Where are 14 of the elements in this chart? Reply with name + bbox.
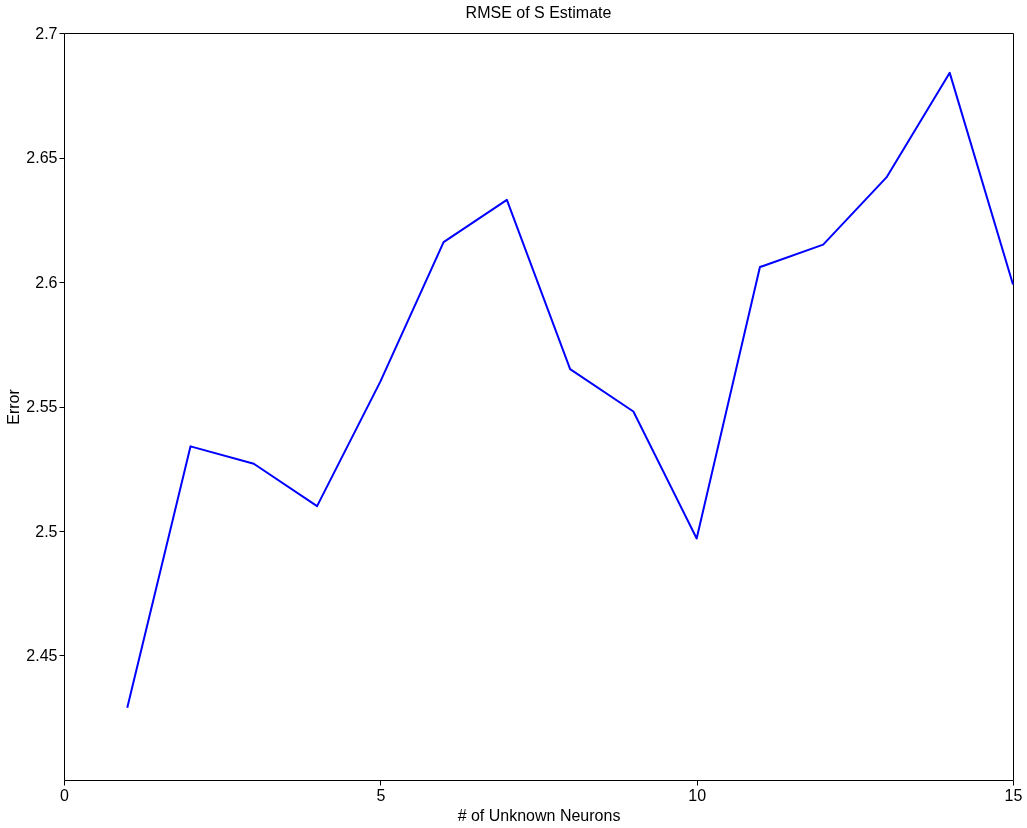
x-axis-title: # of Unknown Neurons [457, 806, 621, 824]
y-tick-label: 2.45 [26, 647, 58, 664]
y-tick-label: 2.6 [35, 273, 58, 291]
y-tick-label: 2.5 [35, 522, 58, 540]
y-tick-label: 2.65 [26, 149, 58, 166]
x-tick-label: 0 [60, 786, 70, 804]
line-series [126, 71, 1014, 709]
y-tick-label: 2.55 [26, 398, 58, 415]
x-tick-label: 10 [688, 786, 707, 804]
x-tick-label: 5 [376, 786, 386, 804]
y-axis-title: Error [5, 388, 23, 425]
x-tick-label: 15 [1004, 786, 1023, 804]
y-tick-label: 2.7 [35, 24, 58, 42]
chart-title: RMSE of S Estimate [465, 4, 612, 21]
